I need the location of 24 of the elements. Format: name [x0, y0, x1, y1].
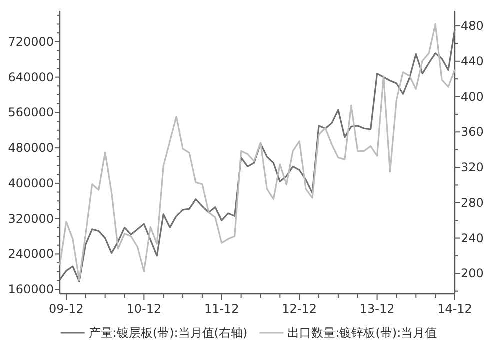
y-tick-label: 480000	[8, 141, 54, 156]
legend-label: 产量:镀层板(带):当月值(右轴)	[88, 326, 248, 340]
x-tick-label: 12-12	[282, 302, 318, 316]
y-tick-label: 240000	[8, 247, 54, 262]
y-tick-label: 400000	[8, 176, 54, 190]
y2-tick-label: 480	[461, 19, 484, 34]
x-tick-label: 13-12	[360, 302, 395, 316]
y2-tick-label: 280	[461, 196, 484, 210]
y2-tick-label: 400	[461, 90, 484, 104]
x-tick-label: 14-12	[438, 302, 472, 316]
x-tick-label: 11-12	[204, 302, 240, 316]
y-tick-label: 320000	[8, 212, 54, 226]
legend-label: 出口数量:镀锌板(带):当月值	[288, 326, 438, 340]
y-tick-label: 720000	[8, 34, 54, 49]
y-tick-label: 160000	[8, 282, 54, 297]
x-tick-label: 10-12	[126, 302, 162, 316]
y2-tick-label: 320	[461, 160, 484, 175]
y2-tick-label: 360	[461, 125, 484, 140]
y-tick-label: 560000	[8, 106, 54, 120]
y2-tick-label: 240	[461, 231, 484, 246]
y-tick-label: 640000	[8, 70, 54, 84]
y2-tick-label: 200	[461, 266, 484, 281]
x-tick-label: 09-12	[49, 302, 84, 316]
y2-tick-label: 440	[461, 54, 484, 68]
